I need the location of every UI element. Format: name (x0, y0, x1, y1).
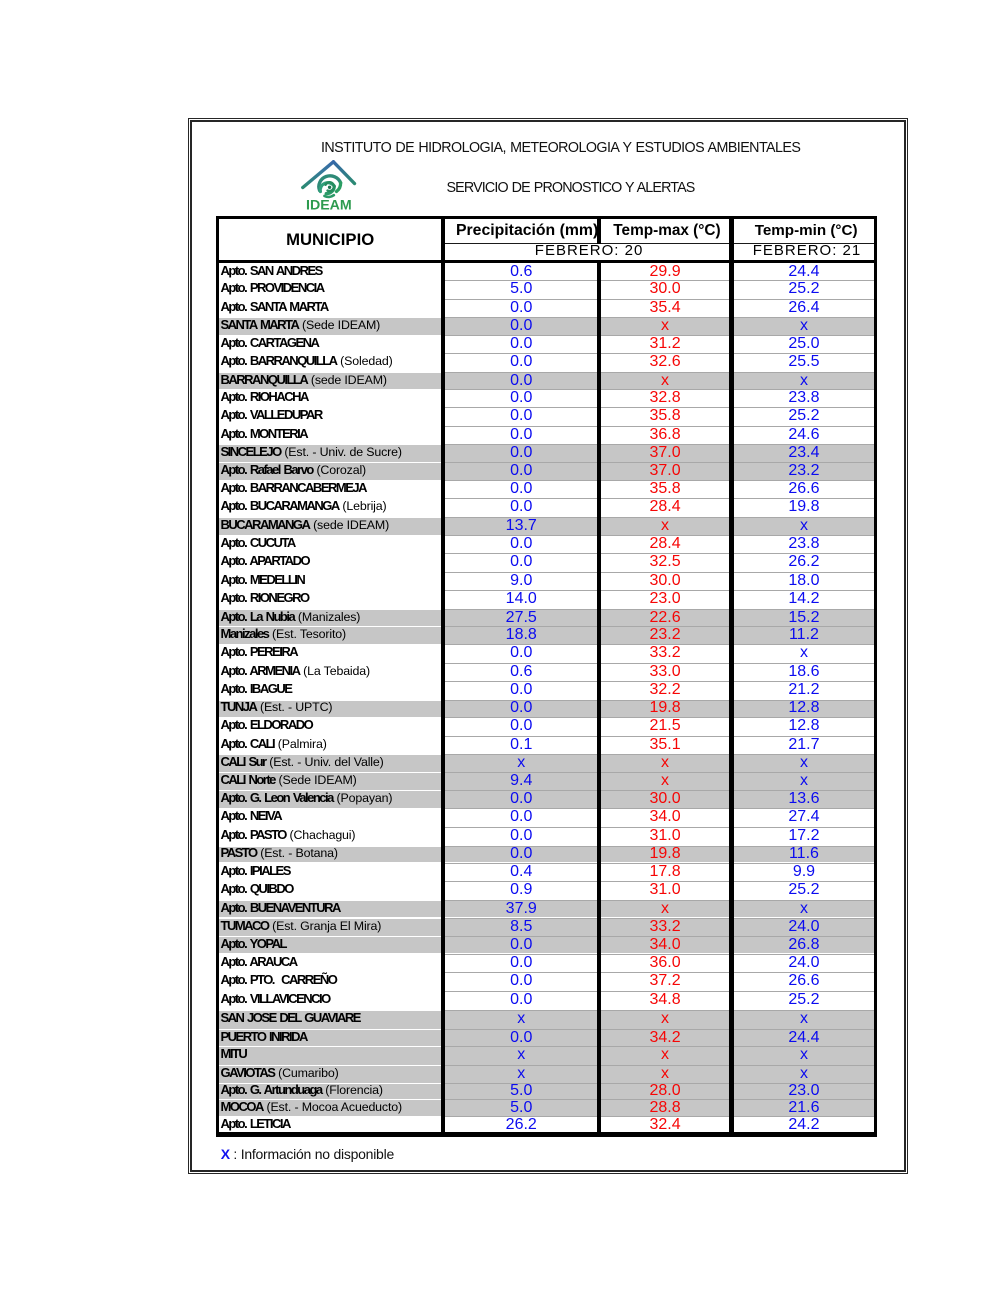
svg-text:IDEAM: IDEAM (306, 198, 352, 214)
